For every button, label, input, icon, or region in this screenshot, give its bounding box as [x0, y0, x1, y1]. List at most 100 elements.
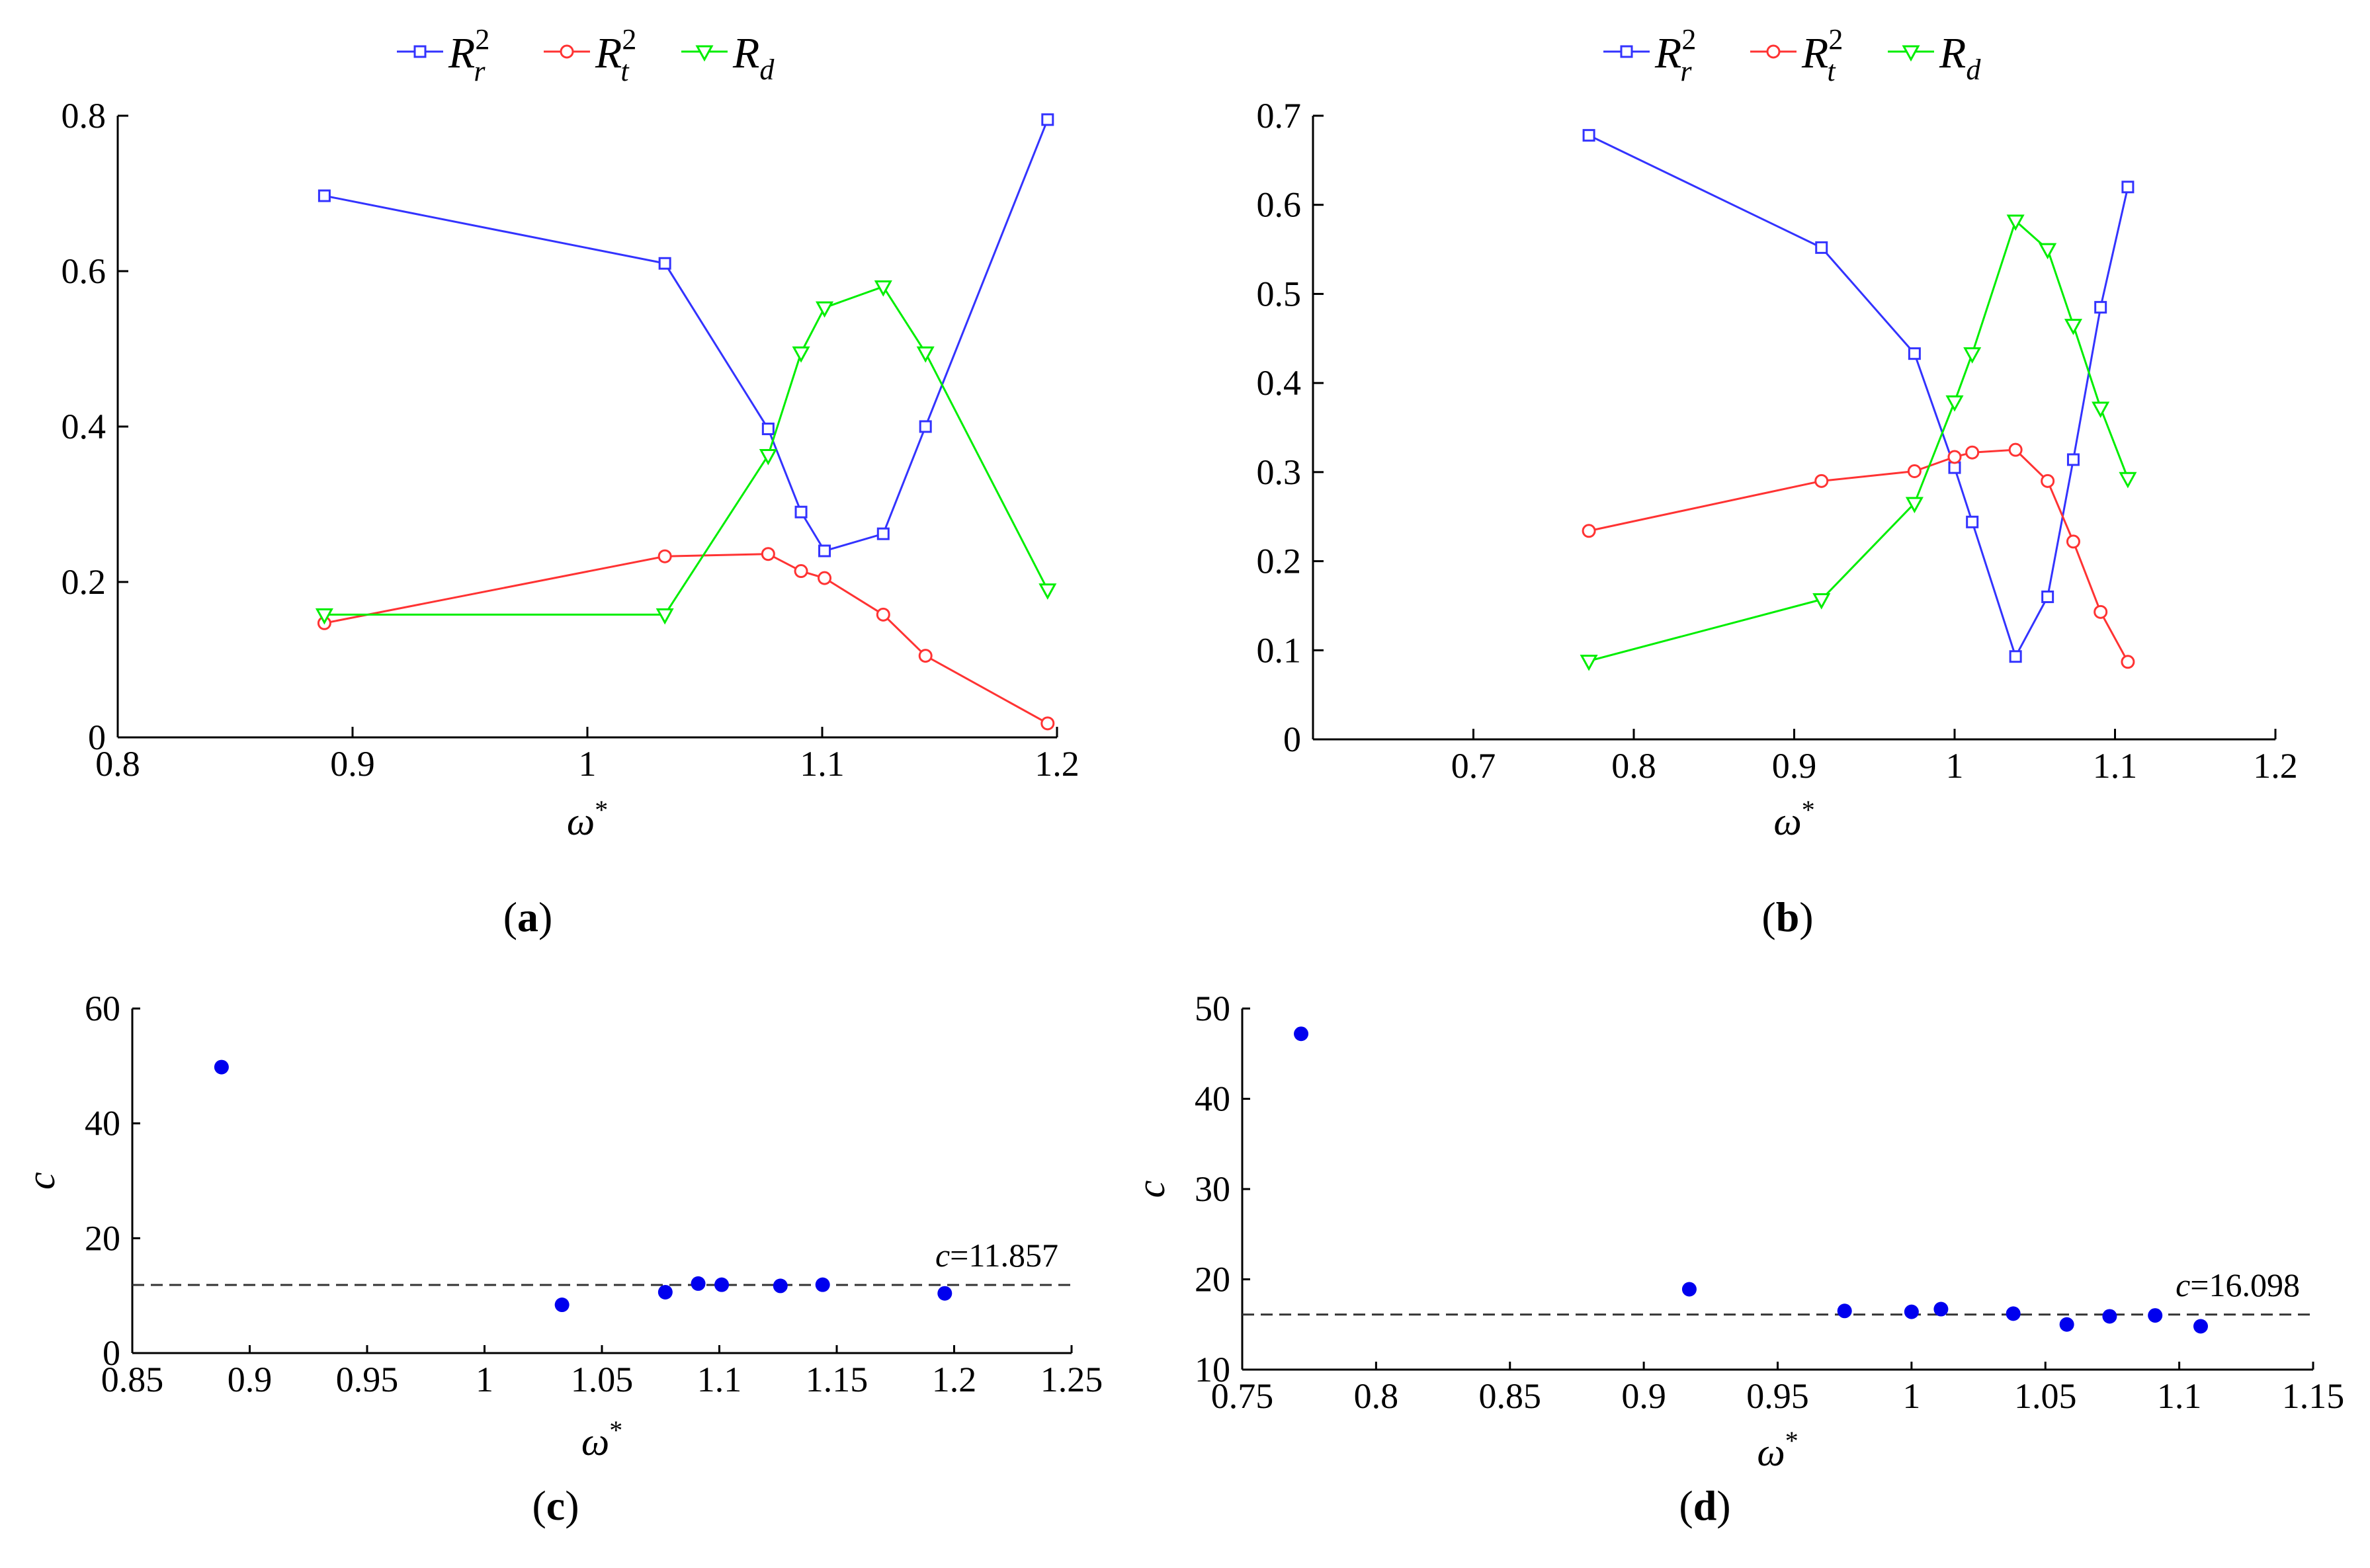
- legend: R2 r R2 t Rd: [397, 23, 775, 87]
- y-tick-label: 0.7: [1257, 96, 1302, 136]
- x-tick-label: 0.9: [1621, 1376, 1666, 1416]
- data-point: [1948, 461, 1961, 474]
- x-axis-label: ω*: [567, 795, 608, 843]
- legend-label: R2 t: [595, 23, 636, 87]
- series-Rd: [1580, 214, 2137, 671]
- y-axis-label: c: [1129, 1180, 1173, 1198]
- panel-label-close: ): [1716, 1482, 1730, 1529]
- x-tick-label: 0.95: [336, 1360, 399, 1399]
- data-point: [1040, 716, 1055, 731]
- reference-line-label-value: =16.098: [2190, 1266, 2300, 1303]
- data-point: [317, 189, 331, 202]
- y-tick-label: 20: [1195, 1260, 1230, 1300]
- chart-a: 0.8 0.9 1 1.1 1.200.20.40.60.8ω*(a)R2 r R2 t Rd: [62, 23, 1079, 940]
- x-axis-label-sup: *: [609, 1415, 622, 1445]
- data-point: [759, 448, 777, 466]
- series-Rr2: [317, 113, 1054, 557]
- data-point: [2094, 301, 2107, 314]
- panel-label-open: (: [1679, 1482, 1693, 1529]
- y-tick-label: 0.4: [62, 407, 106, 446]
- y-tick-label: 0.4: [1257, 363, 1302, 403]
- x-tick-label: 1.15: [806, 1360, 868, 1399]
- data-point: [761, 547, 775, 561]
- data-point: [2059, 1317, 2074, 1332]
- reference-line-label: c=16.098: [2176, 1266, 2300, 1303]
- legend-label-sup: 2: [475, 23, 489, 56]
- y-tick-label: 50: [1195, 989, 1230, 1028]
- x-axis-label-main: ω: [581, 1420, 609, 1464]
- data-point: [919, 420, 932, 433]
- panel-label-close: ): [538, 893, 552, 940]
- data-point: [1907, 464, 1922, 479]
- y-tick-label: 40: [1195, 1079, 1230, 1119]
- data-point: [816, 301, 834, 318]
- series-c: [1294, 1026, 2209, 1334]
- legend-marker: [1902, 45, 1920, 62]
- data-point: [876, 527, 890, 540]
- data-point: [2039, 243, 2057, 260]
- data-point: [691, 1276, 706, 1291]
- data-point: [1582, 524, 1596, 538]
- y-tick-label: 30: [1195, 1169, 1230, 1209]
- legend-label-sub: d: [759, 54, 775, 86]
- data-point: [792, 346, 810, 363]
- x-axis-label-main: ω: [1773, 800, 1801, 843]
- y-tick-label: 0: [1283, 720, 1301, 759]
- x-tick-label: 1: [1902, 1376, 1920, 1416]
- x-tick-label: 0.9: [228, 1360, 273, 1399]
- x-tick-label: 0.7: [1451, 746, 1496, 786]
- data-point: [658, 257, 671, 270]
- y-tick-label: 60: [85, 989, 120, 1028]
- y-tick-label: 10: [1195, 1350, 1230, 1389]
- series-Rr2: [1582, 129, 2135, 663]
- x-tick-label: 0.95: [1746, 1376, 1809, 1416]
- data-point: [2006, 1306, 2021, 1321]
- data-point: [918, 649, 933, 663]
- x-tick-label: 0.9: [1772, 746, 1817, 786]
- data-point: [874, 280, 892, 297]
- y-axis-label: c: [19, 1172, 63, 1190]
- legend-marker: [695, 45, 714, 62]
- data-point: [2148, 1308, 2163, 1323]
- data-point: [315, 608, 333, 625]
- series-line: [1588, 134, 2129, 659]
- series-line: [1588, 448, 2129, 663]
- data-point: [2102, 1309, 2117, 1324]
- x-tick-label: 1.05: [571, 1360, 634, 1399]
- reference-line-label: c=11.857: [935, 1237, 1058, 1274]
- data-point: [2119, 472, 2137, 489]
- series-Rd: [315, 280, 1057, 625]
- x-tick-label: 1: [1946, 746, 1964, 786]
- data-point: [1038, 583, 1057, 600]
- data-point: [1812, 593, 1831, 610]
- panel-label: (a): [503, 893, 553, 940]
- chart-d: 0.75 0.8 0.85 0.9 0.95 1 1.05 1.1 1.15 10 20 30 40 50…: [1129, 989, 2344, 1529]
- y-tick-label: 0.3: [1257, 452, 1302, 492]
- data-point: [2066, 534, 2080, 549]
- data-point: [818, 571, 832, 585]
- data-point: [1933, 1301, 1949, 1317]
- x-tick-label: 1.15: [2282, 1376, 2345, 1416]
- data-point: [937, 1286, 952, 1301]
- data-point: [2064, 319, 2082, 335]
- data-point: [2041, 590, 2054, 603]
- legend-marker: [413, 45, 427, 58]
- legend-label-sup: 2: [1681, 23, 1696, 56]
- data-point: [1965, 445, 1980, 460]
- y-tick-label: 0.8: [62, 96, 106, 136]
- data-point: [554, 1298, 570, 1313]
- series-line: [324, 553, 1048, 725]
- x-axis-label: ω*: [1757, 1426, 1798, 1474]
- legend-label: R2 t: [1801, 23, 1843, 87]
- series-line: [324, 119, 1049, 552]
- data-point: [818, 544, 831, 557]
- data-point: [1580, 654, 1598, 671]
- series-line: [1588, 219, 2129, 662]
- x-axis-label-main: ω: [1757, 1430, 1785, 1474]
- data-point: [1908, 347, 1921, 360]
- panel-label-letter: d: [1693, 1482, 1717, 1529]
- series-c: [214, 1059, 952, 1313]
- y-tick-label: 0.6: [1257, 185, 1302, 225]
- data-point: [1815, 241, 1828, 254]
- chart-b: 0.7 0.8 0.9 1 1.1 1.2 0 0.1 0.2 0.3 0.4 0.5 0.6 0.7 ω*…: [1257, 23, 2298, 940]
